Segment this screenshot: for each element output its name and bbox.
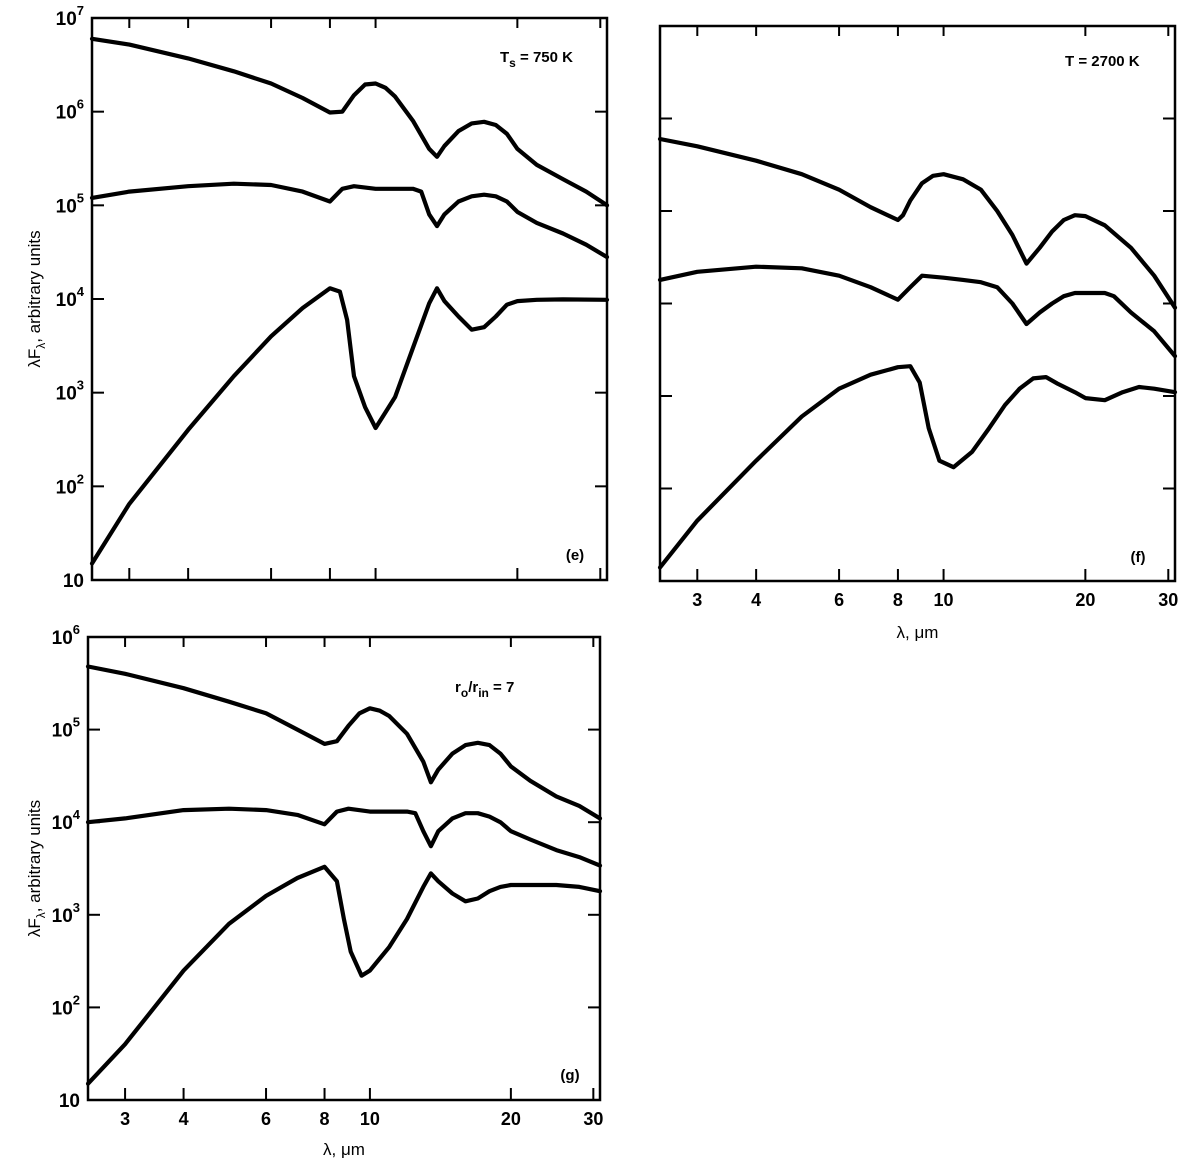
x-tick-label: 20 bbox=[1075, 590, 1095, 610]
x-tick-label: 30 bbox=[1158, 590, 1178, 610]
x-tick-label: 8 bbox=[893, 590, 903, 610]
x-tick-label: 10 bbox=[360, 1109, 380, 1129]
x-tick-label: 3 bbox=[120, 1109, 130, 1129]
x-tick-label: 6 bbox=[261, 1109, 271, 1129]
series-line-1 bbox=[85, 664, 603, 821]
x-axis-label: λ, μm bbox=[323, 1140, 365, 1159]
plot-frame bbox=[86, 635, 602, 1102]
chart-panel-3: 10 102 103 104 105 106 3 4 6 8 10 20 30 (g) ro/rin = 7… bbox=[25, 622, 603, 1159]
series-line-2 bbox=[89, 181, 610, 260]
panel-annotation: Ts = 750 K bbox=[500, 49, 573, 70]
y-tick-label: 106 bbox=[52, 622, 80, 649]
series-line-3 bbox=[85, 864, 603, 1086]
y-tick-label: 104 bbox=[52, 807, 81, 834]
y-tick-label: 106 bbox=[56, 97, 84, 124]
x-tick-label: 30 bbox=[583, 1109, 603, 1129]
y-tick-label: 105 bbox=[52, 715, 80, 742]
y-tick-label: 102 bbox=[52, 992, 80, 1019]
series-line-2 bbox=[657, 264, 1178, 359]
panel-label: (f) bbox=[1131, 549, 1146, 566]
x-tick-label: 6 bbox=[834, 590, 844, 610]
x-tick-label: 4 bbox=[751, 590, 761, 610]
y-tick-label: 102 bbox=[56, 471, 84, 498]
chart-panel-1: 10 102 103 104 105 106 107 (e) Ts = 750 K λFλ, ar… bbox=[25, 3, 610, 592]
y-tick-label: 107 bbox=[56, 3, 84, 30]
panel-annotation: T = 2700 K bbox=[1065, 53, 1140, 70]
panel-label: (g) bbox=[560, 1067, 579, 1084]
y-tick-label: 105 bbox=[56, 190, 84, 217]
series-line-1 bbox=[89, 36, 610, 208]
x-tick-label: 20 bbox=[501, 1109, 521, 1129]
y-tick-label: 10 bbox=[59, 1091, 80, 1112]
y-axis-label: λFλ, arbitrary units bbox=[25, 800, 48, 937]
y-axis-label: λFλ, arbitrary units bbox=[25, 230, 48, 367]
series-line-3 bbox=[89, 286, 610, 566]
y-tick-label: 103 bbox=[52, 900, 80, 927]
x-tick-label: 4 bbox=[179, 1109, 189, 1129]
x-axis-label: λ, μm bbox=[897, 623, 939, 642]
series-line-3 bbox=[657, 364, 1178, 570]
panel-annotation: ro/rin = 7 bbox=[455, 679, 514, 700]
x-tick-label: 8 bbox=[320, 1109, 330, 1129]
panel-label: (e) bbox=[566, 547, 584, 564]
chart-panel-2: 3 4 6 8 10 20 30 (f) T = 2700 K λ, μm bbox=[657, 24, 1178, 642]
series-line-1 bbox=[657, 136, 1178, 310]
series-line-2 bbox=[85, 806, 603, 868]
x-tick-label: 10 bbox=[934, 590, 954, 610]
y-tick-label: 104 bbox=[56, 284, 85, 311]
plot-frame bbox=[658, 24, 1177, 583]
y-tick-label: 10 bbox=[63, 571, 84, 592]
y-tick-label: 103 bbox=[56, 378, 84, 405]
x-tick-label: 3 bbox=[692, 590, 702, 610]
